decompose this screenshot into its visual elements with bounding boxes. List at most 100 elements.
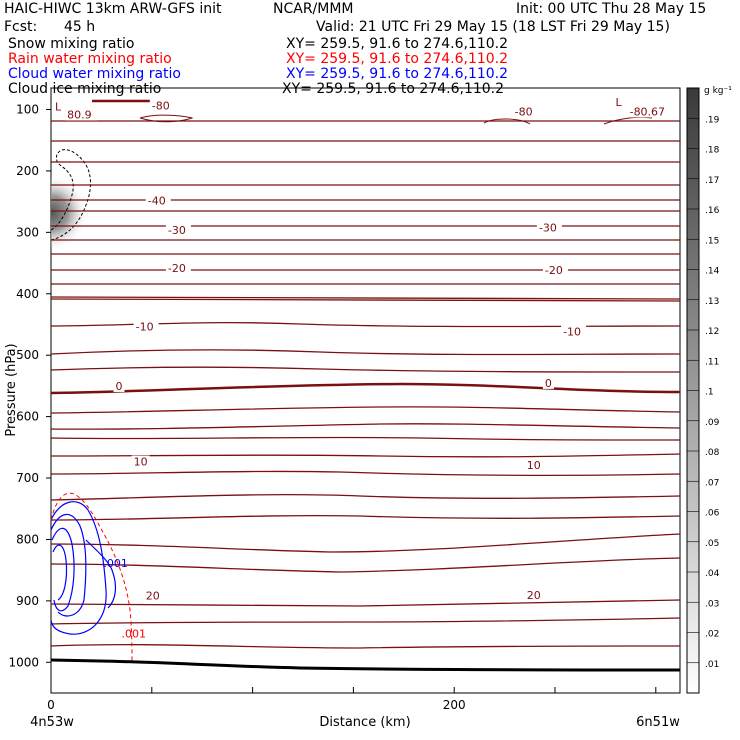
mixing-ratio-label: .001	[122, 628, 147, 641]
isotherm-label: L	[55, 100, 62, 113]
field-snow-xy: XY= 259.5, 91.6 to 274.6,110.2	[286, 36, 509, 52]
colorbar-level: .15	[705, 236, 719, 246]
y-tick-label: 1000	[8, 655, 39, 669]
isotherm-line	[51, 423, 680, 430]
isotherm-label: -20	[545, 264, 563, 277]
isotherm-label: 10	[134, 456, 148, 469]
colorbar-level: .06	[705, 509, 720, 519]
field-rain-name: Rain water mixing ratio	[8, 51, 172, 67]
label-mask	[542, 376, 554, 389]
isotherm-line	[51, 617, 680, 625]
org-label: NCAR/MMM	[273, 1, 354, 17]
mixing-ratio-label: .001	[103, 557, 128, 570]
fcst-label: Fcst:	[4, 19, 38, 35]
colorbar-level: .04	[705, 569, 720, 579]
label-mask	[133, 320, 159, 333]
isotherm-label: -20	[168, 262, 186, 275]
colorbar-level: .16	[705, 206, 720, 216]
top-contour	[603, 116, 653, 125]
y-tick-label: 300	[16, 225, 39, 239]
isotherm-label: -80	[152, 99, 170, 112]
y-tick-label: 200	[16, 164, 39, 178]
y-tick-label: 400	[16, 287, 39, 301]
top-contour	[483, 118, 531, 125]
valid-time: Valid: 21 UTC Fri 29 May 15 (18 LST Fri …	[316, 19, 670, 35]
isotherm-label: -80	[515, 105, 533, 118]
field-rain-xy: XY= 259.5, 91.6 to 274.6,110.2	[286, 51, 509, 67]
label-mask	[149, 99, 175, 112]
colorbar-level: .03	[705, 599, 719, 609]
colorbar: g kg⁻¹ .01 .02 .03 .04 .05 .06 .07 .08 .09 .1 .11.…	[686, 86, 732, 694]
label-mask	[131, 455, 150, 468]
cloud-water-contours	[51, 501, 117, 635]
colorbar-unit: g kg⁻¹	[704, 86, 732, 96]
isotherm-label: -40	[148, 194, 166, 207]
colorbar-level: .05	[705, 539, 719, 549]
y-axis: 100 200 300 400 500 600 700 800 900 1000	[8, 102, 51, 669]
isotherm-line	[51, 298, 680, 302]
label-mask	[561, 325, 587, 338]
isotherm-label: 80.9	[67, 108, 92, 121]
init-time: Init: 00 UTC Thu 28 May 15	[516, 1, 707, 17]
cloud-ice-contour	[51, 149, 91, 241]
colorbar-level: .08	[705, 448, 720, 458]
model-title: HAIC-HIWC 13km ARW-GFS init	[4, 1, 222, 17]
y-tick-label: 800	[16, 532, 39, 546]
isotherm-label: -10	[563, 325, 581, 338]
colorbar-level: .11	[705, 357, 719, 367]
y-tick-label: 900	[16, 594, 39, 608]
top-contour	[139, 114, 194, 123]
isotherm-line	[51, 406, 680, 414]
isotherm-label: 10	[527, 459, 541, 472]
y-tick-label: 100	[16, 102, 39, 116]
fcst-value: 45 h	[64, 19, 96, 35]
y-tick-label: 500	[16, 348, 39, 362]
colorbar-level: .01	[705, 660, 719, 670]
y-tick-label: 700	[16, 471, 39, 485]
field-cloud-water-name: Cloud water mixing ratio	[8, 66, 181, 82]
isotherm-line	[51, 366, 680, 373]
isotherm-line	[51, 599, 680, 607]
isotherm-label: L	[615, 96, 622, 109]
label-mask	[613, 96, 625, 109]
isotherm-label: 20	[146, 589, 160, 602]
isotherm-label: -30	[168, 224, 186, 237]
isotherm-line	[51, 436, 680, 441]
label-mask	[524, 459, 543, 472]
field-cloud-ice-xy: XY= 259.5, 91.6 to 274.6,110.2	[282, 81, 505, 97]
label-mask	[627, 105, 674, 118]
y-axis-label: Pressure (hPa)	[4, 343, 19, 436]
label-mask	[512, 105, 538, 118]
isotherm-line	[51, 382, 680, 395]
label-mask	[53, 100, 65, 113]
colorbar-level: .19	[705, 115, 720, 125]
label-mask	[113, 379, 125, 392]
colorbar-level: .1	[705, 388, 714, 398]
colorbar-level: .02	[705, 630, 719, 640]
isotherm-line	[51, 533, 680, 553]
isotherm-line	[51, 514, 680, 521]
x-axis-label: Distance (km)	[319, 715, 410, 730]
y-tick-label: 600	[16, 410, 39, 424]
isotherm-line	[51, 453, 680, 458]
isotherm-line	[51, 470, 680, 476]
temperature-contours	[51, 120, 680, 649]
isotherm-line	[51, 494, 680, 501]
field-cloud-ice-name: Cloud ice mixing ratio	[8, 81, 162, 97]
isotherm-label: -80.67	[630, 105, 665, 118]
colorbar-level: .12	[705, 327, 719, 337]
isotherm-label: 0	[545, 377, 552, 390]
field-snow-name: Snow mixing ratio	[8, 36, 135, 52]
label-mask	[65, 108, 98, 121]
temperature-labels: 80.9 -80 L -80 L -80.67 -40 -30 -30 -20 -20 -10 -10 0…	[53, 96, 674, 602]
colorbar-level: .09	[705, 418, 720, 428]
x-endpoint-right: 6n51w	[636, 715, 680, 730]
colorbar-level: .18	[705, 146, 720, 156]
label-mask	[165, 223, 191, 236]
x-tick-label: 0	[47, 698, 55, 712]
snow-shading	[51, 175, 88, 251]
mixing-ratio-labels: .001 .001	[103, 557, 146, 641]
isotherm-label: 0	[116, 380, 123, 393]
rain-water-contour	[51, 492, 133, 663]
